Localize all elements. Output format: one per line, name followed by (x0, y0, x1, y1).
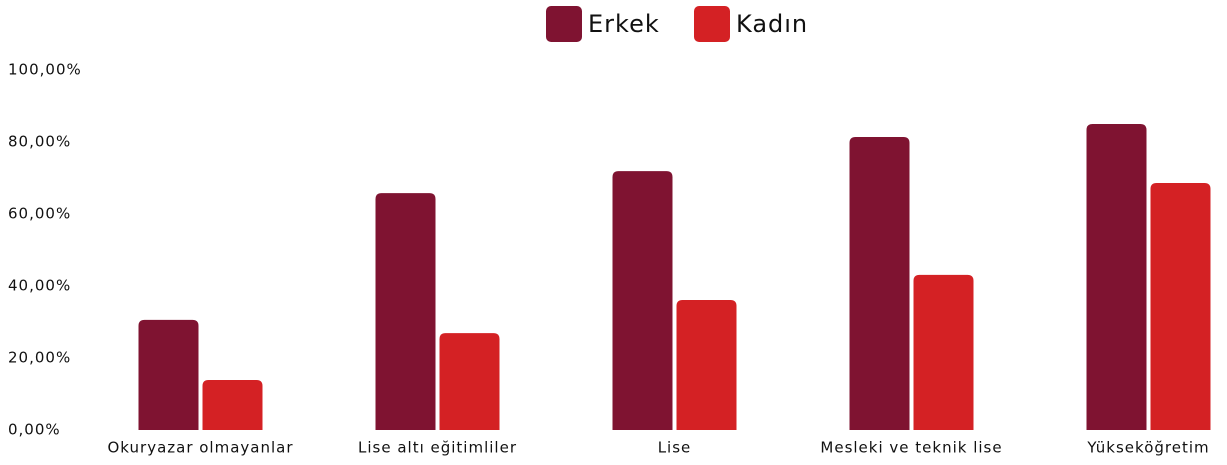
x-tick-label: Okuryazar olmayanlar (107, 439, 293, 457)
bar (676, 300, 737, 430)
y-tick-label: 100,00% (8, 61, 82, 79)
bar (849, 136, 910, 430)
y-tick-label: 80,00% (8, 133, 71, 151)
y-tick-label: 20,00% (8, 349, 71, 367)
x-tick-label: Lise altı eğitimliler (358, 439, 517, 457)
bar (1086, 124, 1147, 430)
x-tick-label: Yükseköğretim (1086, 439, 1209, 457)
y-tick-label: 0,00% (8, 421, 61, 439)
bar (138, 319, 199, 430)
legend-swatch (546, 6, 582, 42)
bar (375, 193, 436, 430)
x-tick-label: Mesleki ve teknik lise (820, 439, 1002, 457)
legend-swatch (694, 6, 730, 42)
bar (612, 171, 673, 430)
bar (1150, 183, 1211, 430)
bar (913, 274, 974, 430)
bar (202, 379, 263, 430)
legend-label: Kadın (736, 10, 808, 38)
y-tick-label: 60,00% (8, 205, 71, 223)
bar (439, 333, 500, 430)
y-tick-label: 40,00% (8, 277, 71, 295)
legend-label: Erkek (588, 10, 660, 38)
x-tick-label: Lise (658, 439, 692, 457)
